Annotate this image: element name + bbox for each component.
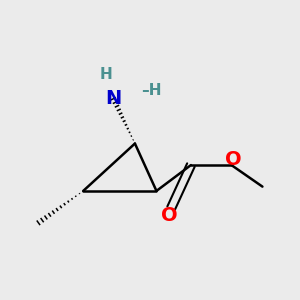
Text: O: O [161,206,178,224]
Text: O: O [225,149,242,169]
Text: H: H [99,67,112,82]
Text: N: N [105,89,122,108]
Text: –H: –H [141,82,161,98]
